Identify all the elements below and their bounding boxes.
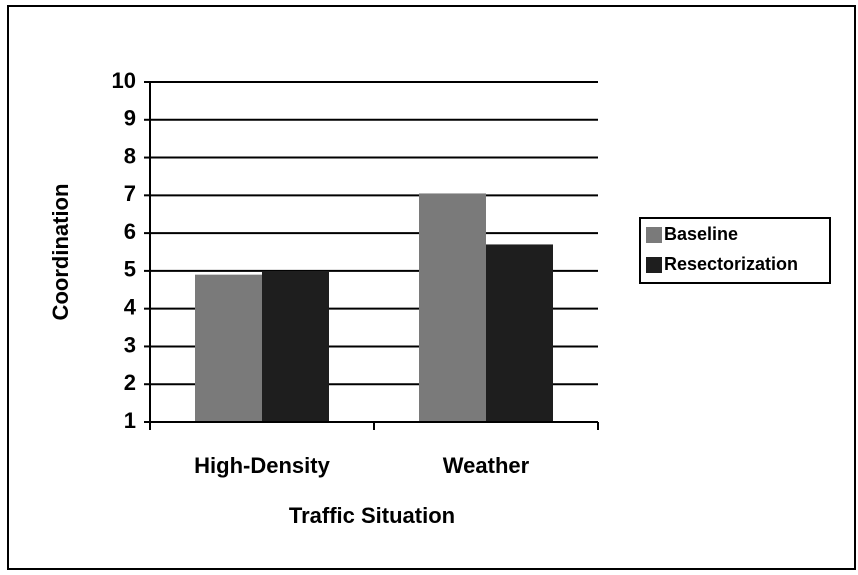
legend-label: Baseline: [664, 224, 738, 244]
bar: [419, 193, 486, 422]
y-tick-label: 2: [124, 370, 136, 395]
bar: [486, 244, 553, 422]
y-tick-label: 3: [124, 332, 136, 357]
legend-swatch: [646, 257, 662, 273]
y-tick-label: 6: [124, 219, 136, 244]
bar: [195, 274, 262, 422]
legend-swatch: [646, 227, 662, 243]
y-tick-label: 7: [124, 181, 136, 206]
y-tick-label: 1: [124, 408, 136, 433]
y-tick-label: 5: [124, 257, 136, 282]
x-tick-label: High-Density: [194, 453, 330, 478]
y-axis-title: Coordination: [48, 184, 73, 321]
x-axis-title: Traffic Situation: [289, 503, 455, 528]
bar: [262, 270, 329, 422]
x-tick-label: Weather: [443, 453, 530, 478]
legend-label: Resectorization: [664, 254, 798, 274]
y-tick-label: 4: [124, 294, 137, 319]
legend-box: [639, 217, 831, 284]
y-tick-label: 10: [112, 68, 136, 93]
y-tick-label: 9: [124, 106, 136, 131]
y-tick-label: 8: [124, 143, 136, 168]
